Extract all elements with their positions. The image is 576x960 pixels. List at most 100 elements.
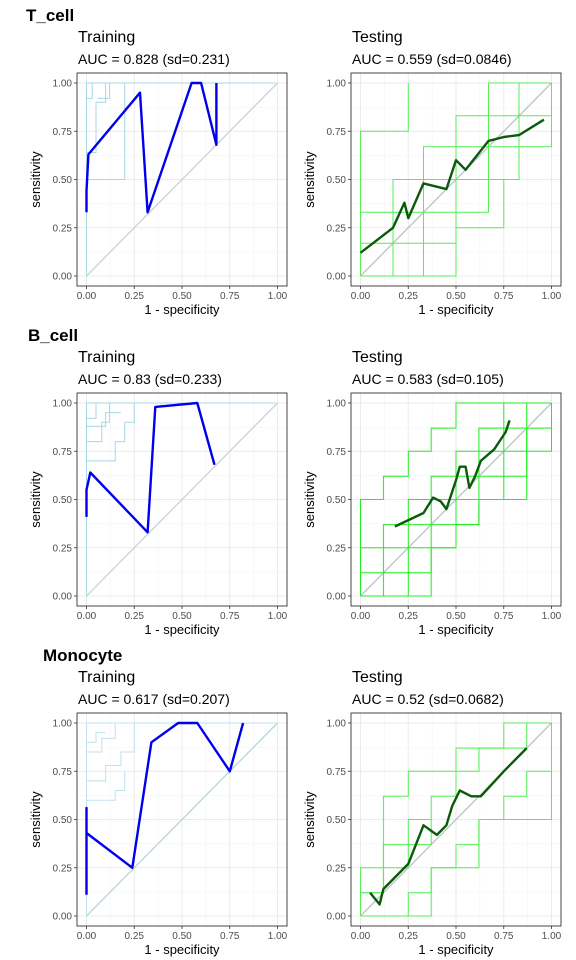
panel-3-y-tick-label-0: 0.00 (327, 592, 347, 603)
panel-2-y-tick-label-1: 0.25 (53, 543, 73, 554)
panel-4-y-tick-label-3: 0.75 (53, 767, 73, 778)
panel-1-bootstrap-curve-1 (360, 83, 552, 277)
panel-5-x-tick-label-0: 0.00 (351, 931, 371, 942)
panel-1-bootstrap-curve-4 (360, 83, 409, 276)
panel-5-y-axis-label: sensitivity (302, 791, 317, 848)
panel-1-bootstrap-curve-2 (360, 82, 552, 276)
panel-2-x-tick-label-3: 0.75 (220, 611, 240, 622)
panel-2-y-tick-label-4: 1.00 (53, 399, 73, 410)
panel-5-title: Testing (352, 669, 403, 686)
panel-2-title: Training (78, 349, 135, 366)
panel-0-x-tick-label-3: 0.75 (220, 291, 240, 302)
panel-2-x-axis-label: 1 - specificity (144, 622, 220, 637)
panel-3-y-tick-label-2: 0.50 (327, 495, 347, 506)
panel-1-y-tick-label-4: 1.00 (327, 79, 347, 90)
panel-2-mean-roc-curve (85, 401, 216, 534)
panel-4-diagonal (86, 722, 278, 917)
panel-0-diagonal (86, 82, 278, 277)
panel-0-y-axis-label: sensitivity (28, 151, 43, 208)
panel-5-bootstrap-curve-3 (360, 723, 552, 917)
panel-5-auc-subtitle: AUC = 0.52 (sd=0.0682) (352, 691, 504, 707)
panel-5-x-tick-label-4: 1.00 (542, 931, 562, 942)
panel-5-y-tick-label-4: 1.00 (327, 719, 347, 730)
panel-2-y-tick-label-0: 0.00 (53, 592, 73, 603)
panel-4-x-tick-label-2: 0.50 (172, 931, 192, 942)
panel-3-mean-roc-curve (394, 420, 511, 528)
panel-4-y-tick-label-2: 0.50 (53, 815, 73, 826)
panel-4-y-axis-label: sensitivity (28, 791, 43, 848)
panel-3-y-tick-label-1: 0.25 (327, 543, 347, 554)
panel-2-x-tick-label-0: 0.00 (77, 611, 97, 622)
panel-1-y-tick-label-1: 0.25 (327, 223, 347, 234)
panel-1-x-tick-label-1: 0.25 (399, 291, 419, 302)
panel-3-bootstrap-curve-4 (360, 402, 552, 596)
panel-3-y-tick-label-3: 0.75 (327, 447, 347, 458)
panel-1-y-tick-label-3: 0.75 (327, 127, 347, 138)
panel-1-auc-subtitle: AUC = 0.559 (sd=0.0846) (352, 51, 512, 67)
panel-5: Testing AUC = 0.52 (sd=0.0682) 0.00 0.25 0.5… (302, 669, 562, 957)
panel-4-auc-subtitle: AUC = 0.617 (sd=0.207) (78, 691, 230, 707)
panel-1-mean-roc-curve (359, 118, 545, 254)
panel-2-y-axis-label: sensitivity (28, 471, 43, 528)
panel-3-bootstrap-curve-5 (360, 428, 528, 597)
row-title-monocyte: Monocyte (43, 646, 122, 665)
panel-3-x-tick-label-3: 0.75 (494, 611, 514, 622)
panel-3-title: Testing (352, 349, 403, 366)
panel-0-title: Training (78, 29, 135, 46)
panel-4-x-tick-label-4: 1.00 (268, 931, 288, 942)
panel-3-x-tick-label-2: 0.50 (446, 611, 466, 622)
panel-2-y-tick-label-3: 0.75 (53, 447, 73, 458)
panel-3-x-tick-label-1: 0.25 (399, 611, 419, 622)
panel-5-x-axis-label: 1 - specificity (418, 942, 494, 957)
panel-5-y-tick-label-1: 0.25 (327, 863, 347, 874)
panel-2-diagonal (86, 402, 278, 597)
panel-4-title: Training (78, 669, 135, 686)
panel-5-y-tick-label-0: 0.00 (327, 912, 347, 923)
panel-1-x-tick-label-0: 0.00 (351, 291, 371, 302)
panel-0-bootstrap-curve-4 (98, 83, 110, 99)
panel-4-mean-roc-curve (85, 721, 245, 895)
panel-4-y-tick-label-4: 1.00 (53, 719, 73, 730)
panel-2: Training AUC = 0.83 (sd=0.233) 0.00 0.25 0.5… (28, 349, 288, 637)
panel-0-y-tick-label-2: 0.50 (53, 175, 73, 186)
panel-3-y-axis-label: sensitivity (302, 471, 317, 528)
panel-1-x-tick-label-3: 0.75 (494, 291, 514, 302)
panel-5-bootstrap-curve-4 (360, 819, 432, 916)
panel-5-y-tick-label-3: 0.75 (327, 767, 347, 778)
panel-4-x-axis-label: 1 - specificity (144, 942, 220, 957)
panel-4-y-tick-label-1: 0.25 (53, 863, 73, 874)
panel-1: Testing AUC = 0.559 (sd=0.0846) 0.00 0.25 0.… (302, 29, 562, 317)
panel-1-x-tick-label-2: 0.50 (446, 291, 466, 302)
panel-4: Training AUC = 0.617 (sd=0.207) 0.00 0.25 0.… (28, 669, 288, 957)
panel-0: Training AUC = 0.828 (sd=0.231) 0.00 0.25 0.… (28, 29, 288, 317)
panel-4-x-tick-label-1: 0.25 (125, 931, 145, 942)
panel-0-mean-roc-curve (85, 81, 218, 214)
panel-3-x-tick-label-4: 1.00 (542, 611, 562, 622)
panel-1-x-tick-label-4: 1.00 (542, 291, 562, 302)
panel-1-y-tick-label-0: 0.00 (327, 272, 347, 283)
panel-3-bootstrap-curve-2 (360, 402, 552, 596)
panel-0-x-tick-label-1: 0.25 (125, 291, 145, 302)
panel-3-y-tick-label-4: 1.00 (327, 399, 347, 410)
panel-0-y-tick-label-4: 1.00 (53, 79, 73, 90)
panel-4-x-tick-label-0: 0.00 (77, 931, 97, 942)
panel-1-title: Testing (352, 29, 403, 46)
panel-5-x-tick-label-1: 0.25 (399, 931, 419, 942)
panel-0-y-tick-label-0: 0.00 (53, 272, 73, 283)
panel-2-y-tick-label-2: 0.50 (53, 495, 73, 506)
panel-2-x-tick-label-4: 1.00 (268, 611, 288, 622)
panel-2-x-tick-label-2: 0.50 (172, 611, 192, 622)
panel-3-x-axis-label: 1 - specificity (418, 622, 494, 637)
panel-2-x-tick-label-1: 0.25 (125, 611, 145, 622)
panel-0-x-tick-label-4: 1.00 (268, 291, 288, 302)
panel-3-x-tick-label-0: 0.00 (351, 611, 371, 622)
panel-0-y-tick-label-1: 0.25 (53, 223, 73, 234)
panel-5-y-tick-label-2: 0.50 (327, 815, 347, 826)
row-title-b-cell: B_cell (28, 326, 78, 345)
panel-1-x-axis-label: 1 - specificity (418, 302, 494, 317)
panel-5-x-tick-label-2: 0.50 (446, 931, 466, 942)
panel-5-mean-roc-curve (369, 747, 528, 906)
panel-2-auc-subtitle: AUC = 0.83 (sd=0.233) (78, 371, 222, 387)
panel-3-auc-subtitle: AUC = 0.583 (sd=0.105) (352, 371, 504, 387)
